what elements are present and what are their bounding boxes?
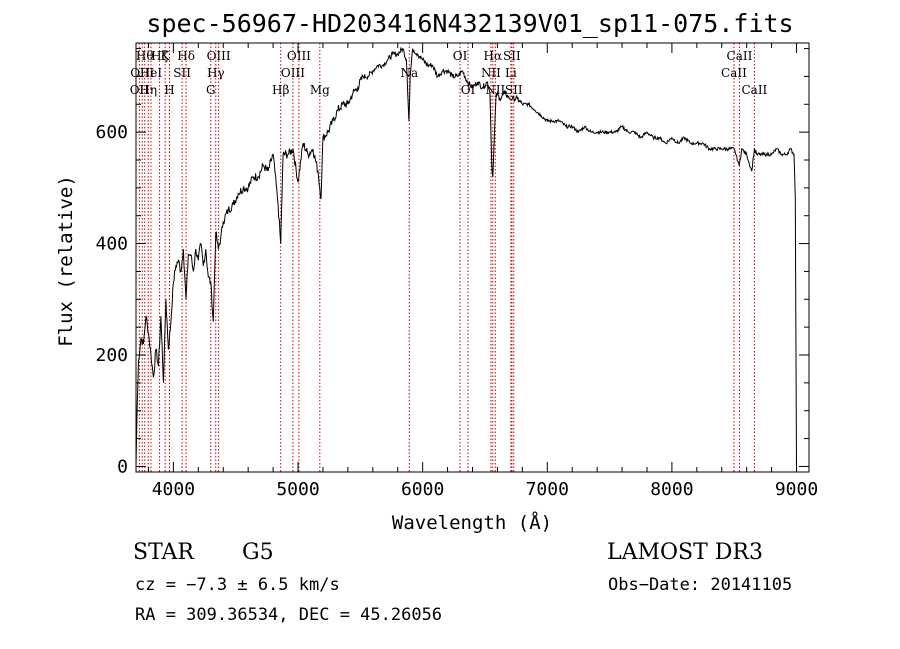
x-tick-label: 6000 bbox=[401, 479, 444, 500]
x-tick-label: 9000 bbox=[775, 479, 818, 500]
object-subclass: G5 bbox=[242, 540, 274, 565]
y-tick-label: 0 bbox=[117, 456, 128, 477]
object-class: STAR bbox=[133, 540, 195, 565]
x-tick-label: 8000 bbox=[650, 479, 693, 500]
marker-label-11: Hγ bbox=[207, 66, 225, 80]
spectrum-series-line bbox=[135, 46, 797, 467]
y-tick-label: 600 bbox=[95, 122, 128, 143]
marker-label-0: OII bbox=[130, 83, 150, 97]
marker-label-9: Hδ bbox=[177, 49, 195, 63]
emission-line-markers bbox=[138, 43, 755, 472]
x-axis-ticks: 4000 5000 6000 7000 8000 9000 bbox=[147, 43, 818, 500]
marker-label-24: SII bbox=[503, 49, 521, 63]
marker-label-7: H bbox=[164, 83, 174, 97]
marker-label-4: HeI bbox=[140, 66, 163, 80]
survey-name: LAMOST DR3 bbox=[607, 540, 763, 565]
marker-label-26: CaII bbox=[721, 66, 747, 80]
x-tick-label: 7000 bbox=[526, 479, 569, 500]
observation-date: Obs−Date: 20141105 bbox=[608, 575, 792, 595]
marker-label-25: SII bbox=[505, 83, 523, 97]
x-axis-label: Wavelength (Å) bbox=[392, 511, 552, 534]
marker-label-13: Hβ bbox=[272, 83, 289, 97]
marker-label-23: Li bbox=[505, 66, 517, 80]
marker-label-15: OIII bbox=[287, 49, 311, 63]
y-axis-label: Flux (relative) bbox=[55, 175, 77, 347]
emission-line-labels: OIIOIIIHθHηHeIHζKHSIIHδGHγOIIIHβOIIIOIII… bbox=[130, 49, 768, 97]
marker-label-10: G bbox=[206, 83, 216, 97]
y-tick-label: 200 bbox=[95, 345, 128, 366]
coordinates: RA = 309.36534, DEC = 45.26056 bbox=[135, 605, 442, 625]
marker-label-5: Hζ bbox=[151, 49, 168, 63]
marker-label-21: Hα bbox=[484, 49, 503, 63]
x-tick-label: 4000 bbox=[152, 479, 195, 500]
plot-frame bbox=[135, 42, 810, 473]
marker-label-20: NII bbox=[481, 66, 501, 80]
marker-label-28: CaII bbox=[741, 83, 767, 97]
marker-label-3: Hη bbox=[139, 83, 157, 97]
chart-title: spec-56967-HD203416N432139V01_sp11-075.f… bbox=[146, 9, 793, 38]
redshift-cz: cz = −7.3 ± 6.5 km/s bbox=[135, 575, 340, 595]
marker-label-6: K bbox=[161, 49, 171, 63]
marker-label-17: Na bbox=[400, 66, 418, 80]
marker-label-18: OI bbox=[453, 49, 468, 63]
marker-label-8: SII bbox=[173, 66, 191, 80]
marker-label-16: Mg bbox=[310, 83, 330, 97]
y-axis-ticks: 0 200 400 600 bbox=[95, 48, 809, 477]
marker-label-27: CaII bbox=[727, 49, 753, 63]
marker-label-12: OIII bbox=[207, 49, 231, 63]
y-tick-label: 400 bbox=[95, 234, 128, 255]
x-tick-label: 5000 bbox=[276, 479, 319, 500]
marker-label-2: Hθ bbox=[136, 49, 154, 63]
marker-label-14: OIII bbox=[281, 66, 305, 80]
